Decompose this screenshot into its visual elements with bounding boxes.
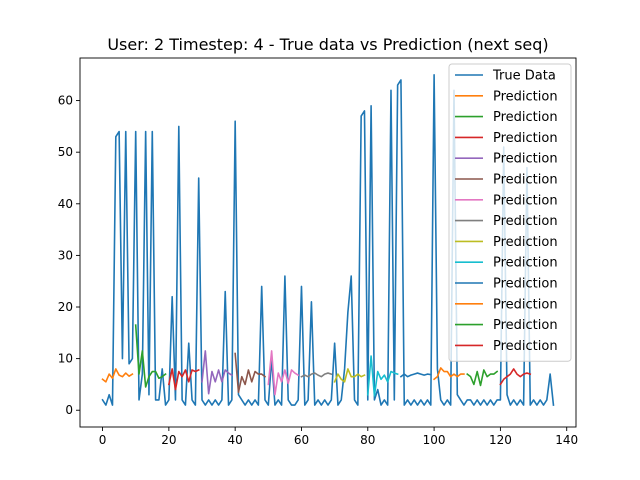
axes-frame bbox=[79, 57, 577, 428]
series-line-prediction-10 bbox=[399, 372, 432, 378]
series-line-prediction-11 bbox=[432, 367, 465, 381]
legend-label: Prediction bbox=[493, 277, 558, 292]
series-line-prediction-4 bbox=[201, 350, 233, 395]
legend-label: Prediction bbox=[493, 173, 558, 188]
series-line-prediction-9 bbox=[366, 355, 399, 397]
legend-label: Prediction bbox=[493, 152, 558, 167]
x-tick-label: 140 bbox=[555, 433, 578, 447]
x-tick-label: 0 bbox=[99, 433, 107, 447]
legend-label: Prediction bbox=[493, 318, 558, 333]
legend-box bbox=[448, 63, 572, 362]
series-lines bbox=[101, 73, 555, 406]
legend-label: Prediction bbox=[493, 256, 558, 271]
legend-label: Prediction bbox=[493, 339, 558, 354]
x-tick-label: 100 bbox=[423, 433, 446, 447]
y-tick-label: 30 bbox=[58, 248, 73, 262]
series-line-prediction-12 bbox=[466, 369, 499, 387]
x-tick-label: 20 bbox=[161, 433, 176, 447]
series-line-prediction-1 bbox=[101, 368, 134, 383]
y-tick-label: 40 bbox=[58, 197, 73, 211]
series-line-prediction-5 bbox=[234, 352, 267, 393]
legend-label: Prediction bbox=[493, 131, 558, 146]
legend-label: Prediction bbox=[493, 235, 558, 250]
series-line-prediction-6 bbox=[267, 350, 300, 396]
legend-label: True Data bbox=[492, 69, 556, 84]
plot-area: 0 20 40 60 80 100 120 140 0 10 20 30 40 50 60 bbox=[58, 57, 578, 447]
series-line-prediction-3 bbox=[167, 368, 200, 391]
series-line-true-data bbox=[101, 73, 555, 406]
y-tick-label: 50 bbox=[58, 145, 73, 159]
series-line-prediction-2 bbox=[134, 324, 167, 388]
series-line-prediction-8 bbox=[333, 368, 366, 383]
legend: True Data Prediction Prediction Prediction P… bbox=[448, 63, 572, 362]
x-tick-label: 80 bbox=[360, 433, 375, 447]
series-line-prediction-7 bbox=[300, 372, 333, 378]
legend-label: Prediction bbox=[493, 110, 558, 125]
chart-title: User: 2 Timestep: 4 - True data vs Predi… bbox=[107, 35, 548, 54]
y-tick-label: 20 bbox=[58, 300, 73, 314]
legend-label: Prediction bbox=[493, 297, 558, 312]
x-tick-label: 40 bbox=[228, 433, 243, 447]
legend-label: Prediction bbox=[493, 214, 558, 229]
legend-label: Prediction bbox=[493, 193, 558, 208]
series-line-prediction-13 bbox=[499, 368, 532, 386]
y-tick-label: 0 bbox=[65, 403, 73, 417]
y-tick-label: 10 bbox=[58, 352, 73, 366]
x-tick-label: 120 bbox=[489, 433, 512, 447]
x-tick-label: 60 bbox=[294, 433, 309, 447]
y-tick-label: 60 bbox=[58, 94, 73, 108]
legend-label: Prediction bbox=[493, 89, 558, 104]
